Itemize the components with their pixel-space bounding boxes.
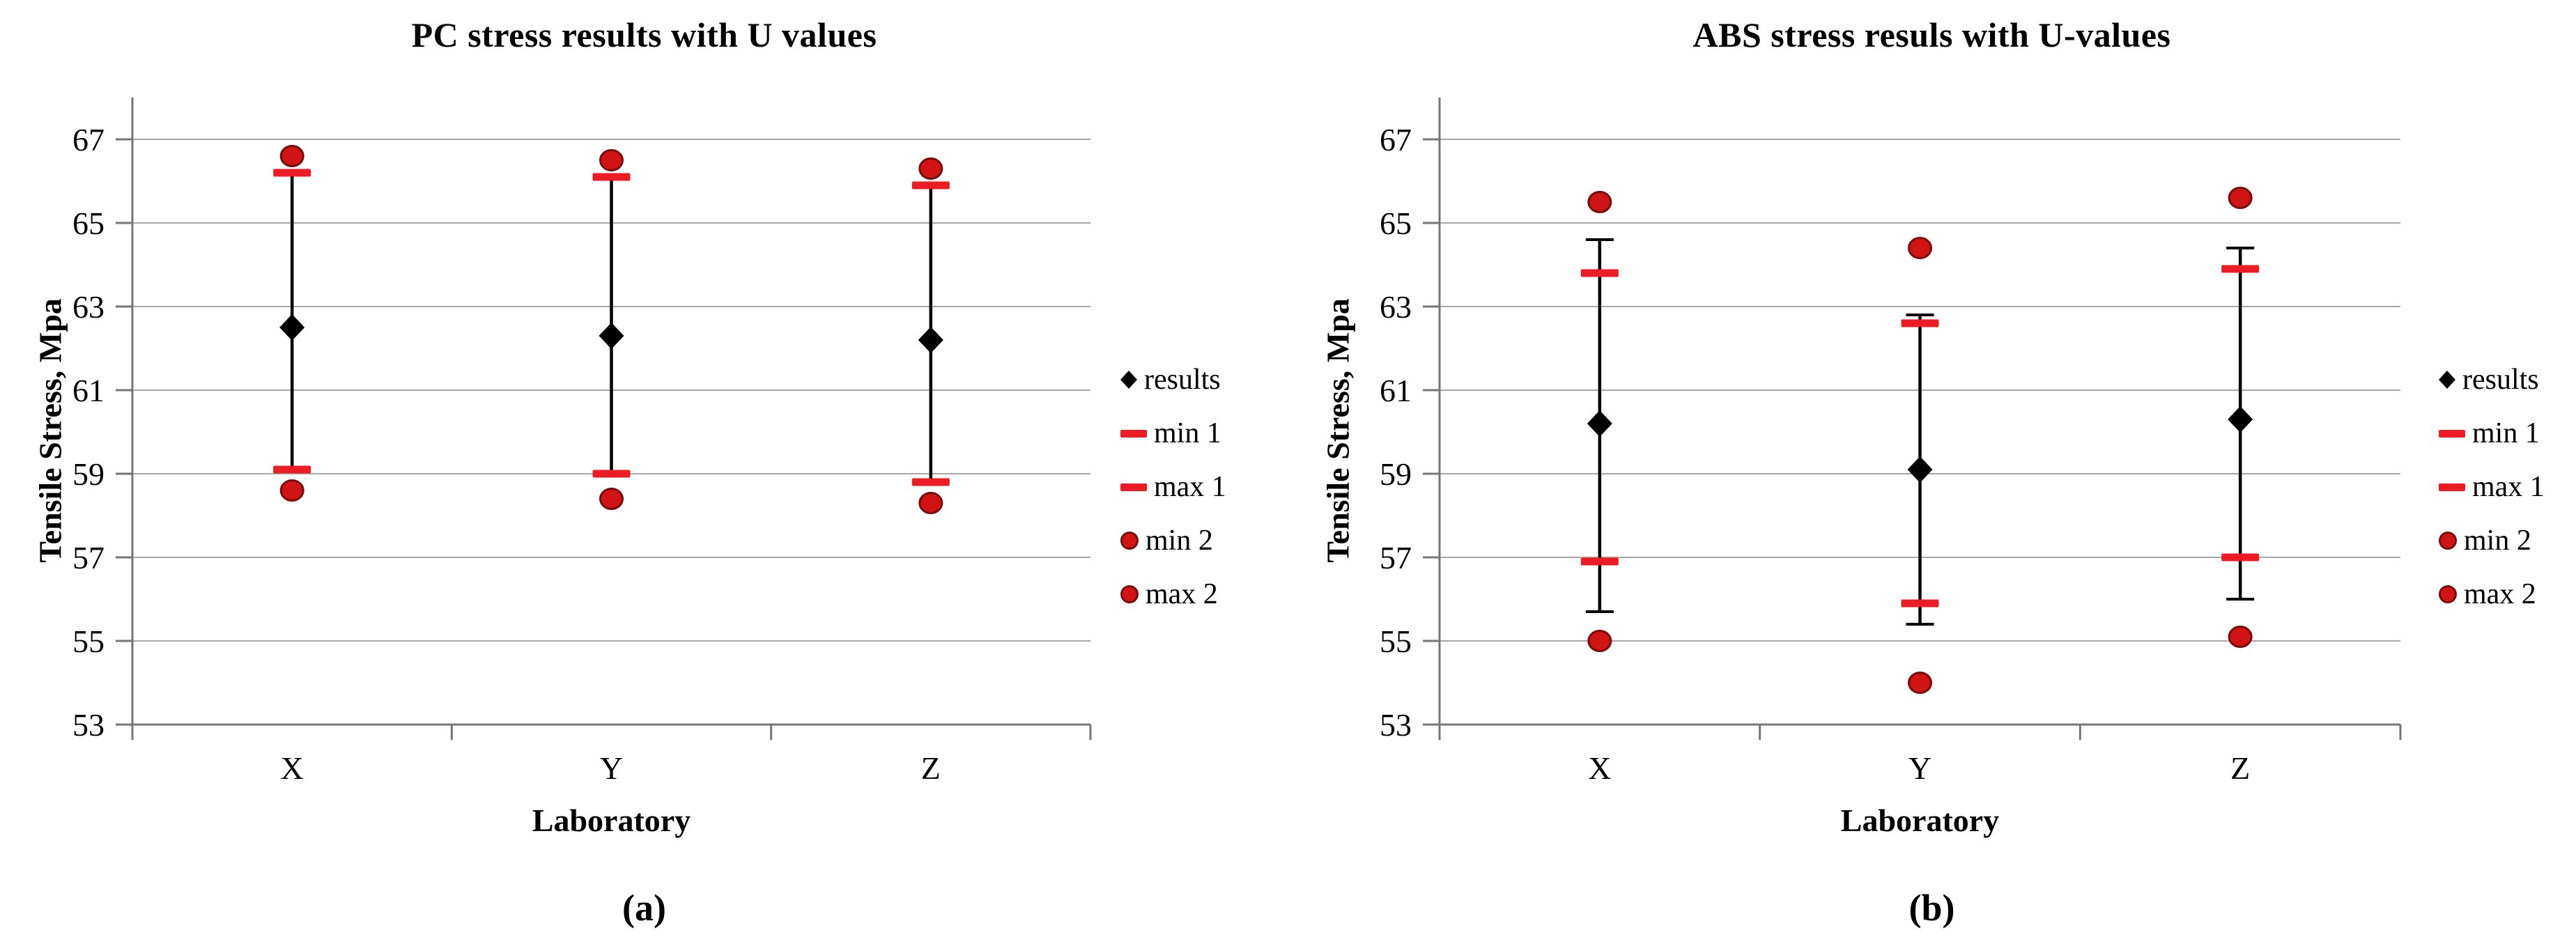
legend-b: results min 1 max 1 min 2 max 2 bbox=[2439, 362, 2545, 630]
y-tick-label: 65 bbox=[72, 206, 105, 241]
dash-marker-icon bbox=[2439, 483, 2465, 491]
y-tick-label: 55 bbox=[1380, 624, 1412, 659]
y-tick-label: 53 bbox=[1380, 707, 1412, 743]
diamond-marker-icon bbox=[1120, 371, 1137, 389]
y-tick-label: 67 bbox=[72, 122, 105, 157]
panel-a: PC stress results with U values Tensile … bbox=[33, 15, 1226, 929]
circle-marker-icon bbox=[1120, 532, 1139, 550]
y-tick-label: 59 bbox=[72, 456, 105, 492]
legend-label-max2: max 2 bbox=[2464, 578, 2536, 610]
legend-label-min2: min 2 bbox=[1146, 525, 1213, 557]
legend-label-max2: max 2 bbox=[1146, 578, 1218, 610]
y-tick-label: 57 bbox=[72, 540, 105, 575]
category-label-X: X bbox=[281, 750, 304, 786]
caption-a: (a) bbox=[622, 887, 666, 929]
y-tick-label: 61 bbox=[1380, 373, 1412, 408]
circle-marker-icon bbox=[2439, 532, 2457, 550]
marker-result-Y bbox=[599, 323, 624, 349]
marker-min2-Z bbox=[918, 492, 943, 514]
marker-max1-Z bbox=[911, 181, 950, 189]
legend-label-results: results bbox=[1144, 364, 1221, 396]
dash-marker-icon bbox=[2439, 429, 2465, 438]
plot-area-a: 67 65 63 61 59 57 55 53 X Y Z bbox=[72, 98, 1092, 786]
y-tick-label: 53 bbox=[72, 707, 105, 743]
y-tick-label: 55 bbox=[72, 624, 105, 659]
legend-item-max2: max 2 bbox=[2439, 577, 2545, 612]
marker-min2-X bbox=[1587, 630, 1612, 652]
plot-area-b: 67 65 63 61 59 57 55 53 X Y Z bbox=[1380, 98, 2402, 786]
y-tick-label: 65 bbox=[1380, 206, 1412, 241]
legend-item-max2: max 2 bbox=[1120, 577, 1226, 612]
panel-b: ABS stress resuls with U-values Tensile … bbox=[1288, 0, 2576, 944]
marker-max2-X bbox=[279, 145, 304, 167]
category-label-Z: Z bbox=[2230, 750, 2250, 786]
category-label-Z: Z bbox=[921, 750, 941, 786]
marker-min2-Y bbox=[599, 488, 624, 510]
marker-min2-Y bbox=[1908, 672, 1932, 694]
marker-result-Z bbox=[2228, 406, 2253, 433]
marker-max1-X bbox=[273, 169, 311, 177]
category-label-X: X bbox=[1588, 750, 1611, 786]
marker-max2-X bbox=[1587, 191, 1612, 213]
legend-item-min2: min 2 bbox=[2439, 523, 2545, 558]
dash-marker-icon bbox=[1120, 483, 1147, 491]
marker-min1-X bbox=[1580, 557, 1619, 566]
marker-max2-Z bbox=[918, 157, 943, 180]
legend-item-min1: min 1 bbox=[1120, 416, 1226, 451]
y-tick-label: 59 bbox=[1380, 456, 1412, 492]
marker-min1-X bbox=[273, 465, 311, 474]
legend-item-results: results bbox=[2439, 362, 2545, 397]
legend-label-max1: max 1 bbox=[2472, 471, 2545, 503]
legend-item-results: results bbox=[1120, 362, 1226, 397]
marker-max1-X bbox=[1580, 269, 1619, 277]
legend-label-max1: max 1 bbox=[1154, 471, 1226, 503]
dash-marker-icon bbox=[1120, 429, 1147, 438]
legend-item-min2: min 2 bbox=[1120, 523, 1226, 558]
circle-marker-icon bbox=[2439, 585, 2457, 603]
legend-item-max1: max 1 bbox=[2439, 470, 2545, 504]
marker-max2-Z bbox=[2228, 187, 2253, 209]
marker-result-Y bbox=[1907, 456, 1933, 483]
legend-item-min1: min 1 bbox=[2439, 416, 2545, 451]
circle-marker-icon bbox=[1120, 585, 1139, 603]
x-axis-title-b: Laboratory bbox=[1840, 803, 2000, 838]
marker-max1-Y bbox=[592, 173, 631, 181]
chart-title-b: ABS stress resuls with U-values bbox=[1692, 15, 2171, 54]
category-label-Y: Y bbox=[1908, 750, 1931, 786]
marker-min1-Z bbox=[2221, 553, 2260, 562]
legend-label-min1: min 1 bbox=[2472, 417, 2540, 449]
marker-min1-Z bbox=[911, 478, 950, 486]
y-tick-label: 61 bbox=[72, 373, 105, 408]
y-tick-label: 57 bbox=[1380, 540, 1412, 575]
marker-max1-Z bbox=[2221, 265, 2260, 273]
marker-max2-Y bbox=[1908, 237, 1932, 259]
marker-max1-Y bbox=[1901, 319, 1939, 327]
marker-min2-Z bbox=[2228, 626, 2253, 648]
marker-result-X bbox=[1587, 410, 1612, 437]
y-tick-label: 63 bbox=[72, 289, 105, 325]
x-axis-title-a: Laboratory bbox=[532, 803, 691, 838]
legend-label-min2: min 2 bbox=[2464, 525, 2531, 557]
y-tick-label: 63 bbox=[1380, 289, 1412, 325]
legend-item-max1: max 1 bbox=[1120, 470, 1226, 504]
marker-min1-Y bbox=[592, 470, 631, 478]
legend-label-results: results bbox=[2462, 364, 2539, 396]
legend-label-min1: min 1 bbox=[1154, 417, 1221, 449]
diamond-marker-icon bbox=[2439, 371, 2455, 389]
marker-min1-Y bbox=[1901, 599, 1939, 608]
y-tick-label: 67 bbox=[1380, 122, 1412, 157]
category-label-Y: Y bbox=[600, 750, 623, 786]
legend-a: results min 1 max 1 min 2 max 2 bbox=[1120, 362, 1226, 630]
marker-min2-X bbox=[279, 479, 304, 502]
marker-result-Z bbox=[918, 327, 943, 353]
caption-b: (b) bbox=[1908, 887, 1955, 929]
marker-result-X bbox=[279, 314, 305, 341]
chart-title-a: PC stress results with U values bbox=[411, 15, 877, 54]
marker-max2-Y bbox=[599, 149, 624, 171]
